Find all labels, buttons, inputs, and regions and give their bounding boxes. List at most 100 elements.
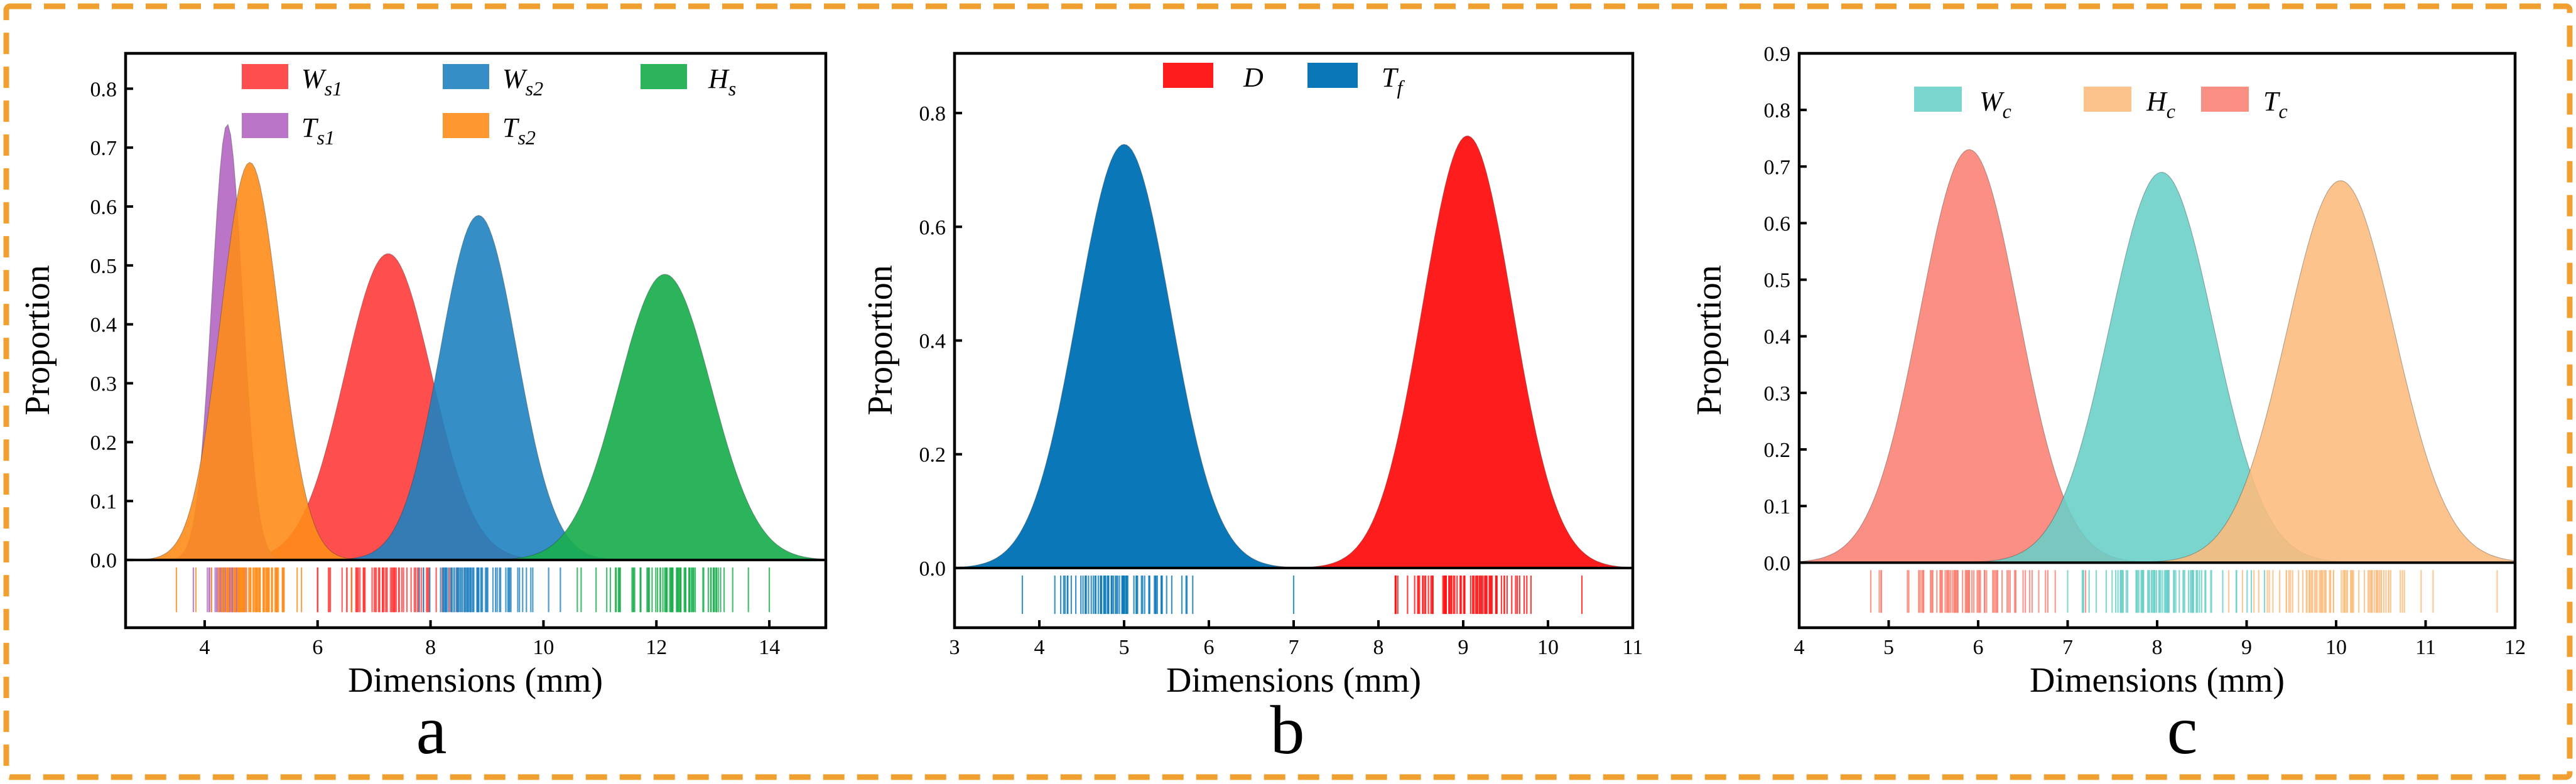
y-tick-label: 0.1: [90, 490, 117, 513]
axis-ticks: 3 4 5 6 7 8 9 10 11 0.0 0.2 0.4 0.6 0.8: [919, 102, 1643, 659]
legend-swatch-D: [1163, 63, 1213, 88]
panel-a-label: a: [416, 692, 447, 768]
panel-c-x-axis-label: Dimensions (mm): [2030, 661, 2285, 700]
x-tick-label: 8: [2152, 636, 2163, 659]
x-tick-label: 12: [2504, 636, 2526, 659]
y-tick-label: 0.8: [90, 78, 117, 101]
y-tick-label: 0.5: [1764, 269, 1791, 293]
x-tick-label: 11: [1623, 636, 1643, 659]
legend-label-Tc: Tc: [2263, 86, 2288, 122]
density-curves: [955, 135, 1633, 569]
y-tick-label: 0.2: [1764, 439, 1791, 462]
x-tick-label: 4: [199, 636, 210, 659]
x-tick-label: 11: [2415, 636, 2436, 659]
x-tick-label: 4: [1034, 636, 1045, 659]
legend-swatch-Ts2: [443, 113, 489, 138]
panel-a-y-axis-label: Proportion: [18, 265, 57, 416]
legend-label-Ws2: Ws2: [502, 63, 543, 100]
legend-swatch-Ts1: [242, 113, 288, 138]
y-tick-label: 0.5: [90, 255, 117, 278]
panel-c-label: c: [2167, 692, 2198, 768]
panel-b-y-axis-label: Proportion: [861, 265, 900, 416]
legend-label-Ts2: Ts2: [502, 112, 536, 149]
x-tick-label: 7: [2062, 636, 2073, 659]
legend-label-Ws1: Ws1: [301, 63, 342, 100]
y-tick-label: 0.8: [919, 102, 946, 126]
x-tick-label: 7: [1289, 636, 1299, 659]
y-tick-label: 0.3: [1764, 382, 1791, 405]
panel-a-axes-box: [124, 51, 828, 630]
x-tick-label: 4: [1794, 636, 1805, 659]
rug-plot: [1021, 575, 1583, 615]
panel-c-axes-box: [1797, 51, 2517, 630]
x-tick-label: 6: [312, 636, 323, 659]
x-tick-label: 8: [425, 636, 436, 659]
x-tick-label: 10: [533, 636, 554, 659]
x-tick-label: 9: [1458, 636, 1469, 659]
y-tick-label: 0.7: [90, 137, 117, 160]
legend-swatch-Wc: [1914, 87, 1962, 112]
y-tick-label: 0.2: [90, 431, 117, 454]
density-curves: [126, 124, 826, 561]
y-tick-label: 0.9: [1764, 43, 1791, 66]
x-tick-label: 10: [2325, 636, 2347, 659]
legend-label-Ts1: Ts1: [301, 112, 335, 149]
panel-c-legend: Wc Hc Tc: [1914, 86, 2288, 122]
y-tick-label: 0.6: [919, 216, 946, 239]
axis-ticks: 4 5 6 7 8 9 10 11 12 0.0 0.1 0.2 0.3 0.4 0.5 0.6 0.7 0.8 0…: [1764, 43, 2526, 659]
y-tick-label: 0.0: [919, 557, 946, 581]
x-tick-label: 10: [1537, 636, 1559, 659]
legend-label-Hc: Hc: [2146, 86, 2175, 122]
legend-swatch-Tc: [2201, 87, 2249, 112]
panel-b-x-axis-label: Dimensions (mm): [1166, 661, 1421, 700]
y-tick-label: 0.8: [1764, 99, 1791, 122]
panel-c-y-axis-label: Proportion: [1690, 265, 1729, 416]
dashed-frame: [3, 3, 2573, 780]
rug-plot: [1870, 570, 2498, 613]
legend-swatch-Hs: [641, 64, 687, 89]
rug-plot: [175, 567, 771, 613]
x-tick-label: 5: [1883, 636, 1894, 659]
y-tick-label: 0.4: [90, 314, 117, 337]
legend-label-Hs: Hs: [708, 63, 736, 100]
panel-a-x-axis-label: Dimensions (mm): [348, 661, 603, 700]
y-tick-label: 0.0: [1764, 552, 1791, 575]
y-tick-label: 0.0: [90, 549, 117, 572]
panel-b-plot: 3 4 5 6 7 8 9 10 11 0.0 0.2 0.4 0.6 0.8: [919, 102, 1643, 659]
panel-a-legend: Ws1 Ws2 Hs Ts1 Ts2: [242, 63, 736, 149]
y-tick-label: 0.3: [90, 373, 117, 396]
panel-b-axes-box: [953, 51, 1635, 630]
x-tick-label: 6: [1973, 636, 1984, 659]
legend-label-Tf: Tf: [1382, 62, 1405, 99]
axis-ticks: 4 6 8 10 12 14 0.0 0.1 0.2 0.3 0.4 0.5 0.6 0.7 0.8: [90, 78, 781, 659]
legend-swatch-Tf: [1307, 63, 1358, 88]
legend-swatch-Ws1: [242, 64, 288, 89]
x-tick-label: 14: [759, 636, 780, 659]
y-tick-label: 0.4: [919, 330, 946, 353]
y-tick-label: 0.1: [1764, 495, 1791, 518]
panel-c: 4 5 6 7 8 9 10 11 12 0.0 0.1 0.2 0.3 0.4 0.5 0.6 0.7 0.8 0…: [1690, 43, 2526, 768]
panel-a-plot: 4 6 8 10 12 14 0.0 0.1 0.2 0.3 0.4 0.5 0.6 0.7 0.8: [90, 78, 826, 659]
y-tick-label: 0.2: [919, 444, 946, 467]
y-tick-label: 0.6: [90, 196, 117, 219]
panel-b: 3 4 5 6 7 8 9 10 11 0.0 0.2 0.4 0.6 0.8 D Tf Dimensio…: [861, 51, 1643, 768]
panel-b-label: b: [1270, 692, 1305, 768]
y-tick-label: 0.4: [1764, 326, 1791, 349]
legend-label-D: D: [1243, 62, 1264, 93]
x-tick-label: 6: [1204, 636, 1215, 659]
legend-swatch-Ws2: [443, 64, 489, 89]
x-tick-label: 8: [1373, 636, 1384, 659]
panel-c-plot: 4 5 6 7 8 9 10 11 12 0.0 0.1 0.2 0.3 0.4 0.5 0.6 0.7 0.8 0…: [1764, 43, 2526, 659]
legend-swatch-Hc: [2084, 87, 2131, 112]
x-tick-label: 5: [1119, 636, 1130, 659]
x-tick-label: 12: [646, 636, 667, 659]
x-tick-label: 3: [950, 636, 960, 659]
y-tick-label: 0.7: [1764, 156, 1791, 179]
panel-a: 4 6 8 10 12 14 0.0 0.1 0.2 0.3 0.4 0.5 0.6 0.7 0.8 Ws1…: [18, 51, 828, 768]
density-curves: [1799, 149, 2515, 563]
legend-label-Wc: Wc: [1979, 86, 2011, 122]
panel-b-legend: D Tf: [1163, 62, 1405, 99]
y-tick-label: 0.6: [1764, 212, 1791, 235]
x-tick-label: 9: [2241, 636, 2252, 659]
